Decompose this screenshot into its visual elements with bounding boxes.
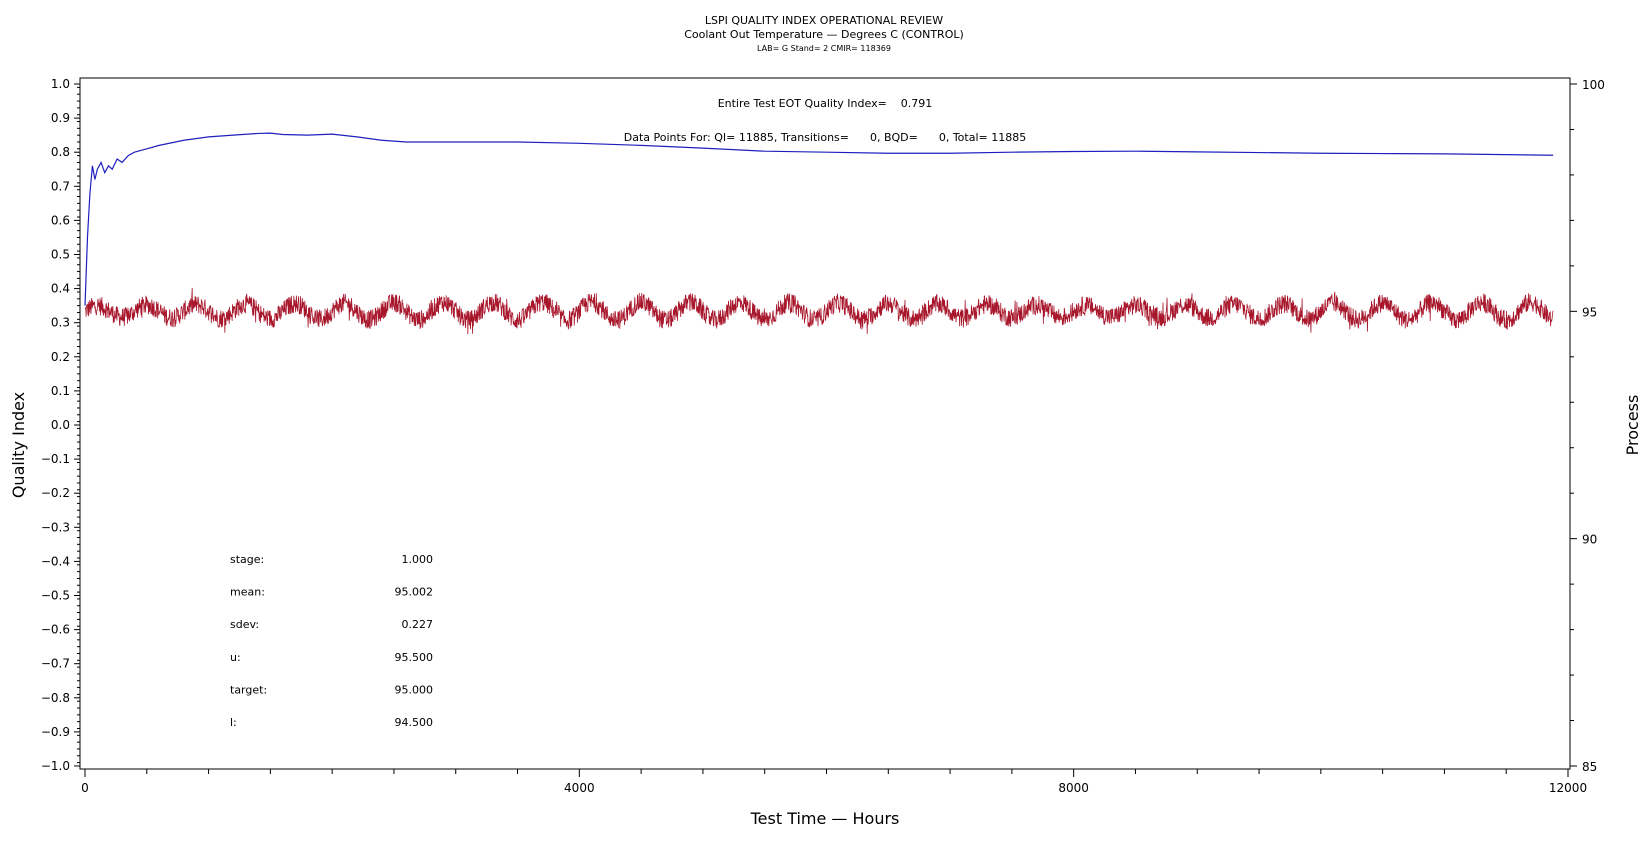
y-left-tick-label: 0.6 (51, 213, 70, 227)
stat-value: 1.000 (402, 553, 434, 566)
y-axis-right-label: Process (1623, 395, 1642, 456)
y-left-tick-label: 0.5 (51, 248, 70, 262)
chart-title: LSPI QUALITY INDEX OPERATIONAL REVIEW (705, 14, 943, 27)
x-tick-label: 0 (81, 781, 89, 795)
y-left-tick-label: 0.3 (51, 316, 70, 330)
y-right-tick-label: 85 (1582, 760, 1597, 774)
left-axis: 1.0 0.9 0.8 0.7 0.6 0.5 0.4 0.3 0.2 0.1 0.0 −0.1 −0.… (41, 77, 80, 773)
stat-label: stage: (230, 553, 264, 566)
right-axis: 100 95 90 85 (1570, 78, 1605, 774)
stat-label: mean: (230, 586, 265, 599)
y-axis-left-label: Quality Index (9, 392, 28, 498)
stat-value: 95.002 (395, 586, 434, 599)
y-left-tick-label: 0.4 (51, 282, 70, 296)
plot-frame (79, 77, 1571, 770)
x-tick-label: 4000 (564, 781, 595, 795)
y-left-tick-label: −0.5 (41, 589, 70, 603)
stat-value: 95.500 (395, 651, 434, 664)
stat-label: sdev: (230, 618, 259, 631)
stat-label: target: (230, 683, 267, 696)
chart-subsubtitle: LAB= G Stand= 2 CMIR= 118369 (757, 44, 891, 53)
y-left-tick-label: −0.2 (41, 486, 70, 500)
y-left-tick-label: 0.7 (51, 179, 70, 193)
y-left-tick-label: −0.4 (41, 554, 70, 568)
y-left-tick-label: −0.9 (41, 725, 70, 739)
quality-index-series-line (84, 132, 1554, 306)
stat-label: u: (230, 651, 241, 664)
y-left-tick-label: −0.7 (41, 657, 70, 671)
stat-value: 0.227 (402, 618, 434, 631)
x-axis: 0 4000 8000 12000 (81, 769, 1587, 795)
y-left-tick-label: 0.9 (51, 111, 70, 125)
y-left-tick-label: −0.1 (41, 452, 70, 466)
y-left-tick-label: −0.8 (41, 691, 70, 705)
x-tick-label: 12000 (1549, 781, 1587, 795)
x-tick-label: 8000 (1058, 781, 1089, 795)
y-left-tick-label: 0.1 (51, 384, 70, 398)
qi-annotation: Entire Test EOT Quality Index= 0.791 (718, 97, 933, 110)
stat-value: 95.000 (395, 683, 434, 696)
y-left-tick-label: −0.6 (41, 623, 70, 637)
y-right-tick-label: 100 (1582, 78, 1605, 92)
stats-table: stage: 1.000 mean: 95.002 sdev: 0.227 u: 95.500… (230, 553, 433, 729)
process-series-line (84, 287, 1554, 335)
y-right-tick-label: 90 (1582, 533, 1597, 547)
chart-subtitle: Coolant Out Temperature — Degrees C (CON… (684, 28, 964, 41)
y-left-tick-label: 0.8 (51, 145, 70, 159)
series-layer (84, 132, 1554, 335)
y-left-tick-label: −1.0 (41, 759, 70, 773)
y-left-tick-label: 0.2 (51, 350, 70, 364)
y-right-tick-label: 95 (1582, 305, 1597, 319)
y-left-tick-label: 1.0 (51, 77, 70, 91)
y-left-tick-label: 0.0 (51, 418, 70, 432)
stat-value: 94.500 (395, 716, 434, 729)
data-points-annotation: Data Points For: QI= 11885, Transitions=… (624, 131, 1026, 144)
y-left-tick-label: −0.3 (41, 520, 70, 534)
x-axis-label: Test Time — Hours (750, 809, 900, 828)
stat-label: l: (230, 716, 237, 729)
